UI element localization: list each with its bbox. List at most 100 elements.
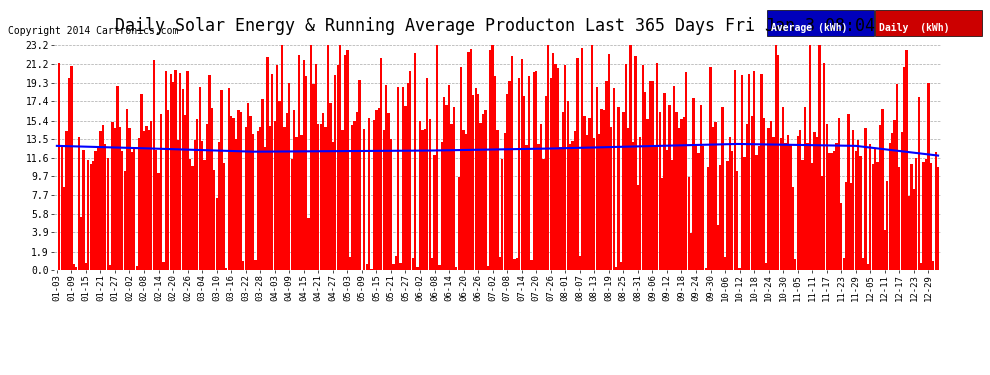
Bar	[102, 125, 104, 270]
Bar	[94, 151, 97, 270]
Bar	[933, 261, 935, 270]
Bar	[613, 88, 615, 270]
Bar	[777, 56, 779, 270]
Bar	[644, 92, 646, 270]
Bar	[300, 135, 303, 270]
Bar	[150, 121, 152, 270]
Bar	[155, 150, 157, 270]
Bar	[499, 257, 501, 270]
Bar	[112, 122, 114, 270]
Bar	[419, 122, 421, 270]
Bar	[739, 268, 741, 270]
Bar	[477, 94, 479, 270]
Bar	[596, 87, 598, 270]
Bar	[167, 110, 169, 270]
Bar	[447, 85, 450, 270]
Bar	[714, 122, 717, 270]
Bar	[356, 112, 358, 270]
Bar	[753, 71, 755, 270]
Bar	[852, 129, 854, 270]
Bar	[225, 268, 228, 270]
Bar	[194, 140, 196, 270]
Bar	[422, 130, 424, 270]
Bar	[804, 107, 806, 270]
Bar	[886, 181, 888, 270]
Bar	[129, 128, 131, 270]
Bar	[847, 114, 849, 270]
Bar	[138, 138, 141, 270]
Bar	[288, 82, 290, 270]
Bar	[334, 75, 337, 270]
Bar	[516, 258, 518, 270]
Bar	[918, 97, 920, 270]
Bar	[264, 147, 266, 270]
Bar	[799, 129, 801, 270]
Bar	[876, 162, 879, 270]
Bar	[325, 127, 327, 270]
Bar	[496, 129, 499, 270]
Bar	[685, 72, 687, 270]
Bar	[245, 127, 247, 270]
Bar	[526, 145, 528, 270]
Bar	[722, 107, 724, 270]
Bar	[930, 164, 932, 270]
Bar	[772, 136, 774, 270]
Bar	[640, 137, 642, 270]
Bar	[230, 117, 233, 270]
Bar	[903, 67, 905, 270]
Bar	[528, 76, 530, 270]
Bar	[75, 267, 77, 270]
Bar	[554, 64, 556, 270]
Bar	[462, 130, 464, 270]
Bar	[615, 267, 617, 270]
Bar	[792, 187, 794, 270]
Bar	[90, 164, 92, 270]
Bar	[755, 154, 757, 270]
Bar	[841, 203, 842, 270]
Bar	[683, 117, 685, 270]
Bar	[879, 124, 881, 270]
Bar	[206, 124, 208, 270]
Bar	[717, 225, 719, 270]
Bar	[705, 268, 707, 270]
Bar	[169, 74, 172, 270]
Bar	[581, 48, 583, 270]
Bar	[330, 103, 332, 270]
Bar	[344, 56, 346, 270]
Bar	[479, 123, 482, 270]
Bar	[283, 127, 285, 270]
Bar	[680, 119, 683, 270]
Bar	[760, 74, 762, 270]
Bar	[757, 146, 760, 270]
Bar	[923, 162, 925, 270]
Text: Average (kWh): Average (kWh)	[771, 23, 847, 33]
Bar	[690, 233, 692, 270]
Bar	[668, 105, 670, 270]
Bar	[474, 88, 477, 270]
Bar	[750, 116, 752, 270]
Bar	[531, 260, 533, 270]
Bar	[365, 264, 368, 270]
Bar	[864, 128, 866, 270]
Bar	[392, 264, 395, 270]
Bar	[124, 171, 126, 270]
Bar	[547, 42, 549, 270]
Bar	[511, 56, 513, 270]
Bar	[152, 60, 154, 270]
Bar	[549, 78, 551, 270]
Bar	[598, 134, 600, 270]
Bar	[844, 182, 847, 270]
Bar	[935, 152, 937, 270]
Bar	[429, 118, 431, 270]
Bar	[591, 42, 593, 270]
Bar	[208, 75, 211, 270]
Bar	[308, 218, 310, 270]
Bar	[697, 153, 700, 270]
Bar	[603, 110, 605, 270]
Bar	[444, 97, 446, 270]
Bar	[337, 65, 339, 270]
Bar	[632, 142, 635, 270]
Bar	[203, 160, 206, 270]
Bar	[472, 94, 474, 270]
Bar	[247, 103, 249, 270]
